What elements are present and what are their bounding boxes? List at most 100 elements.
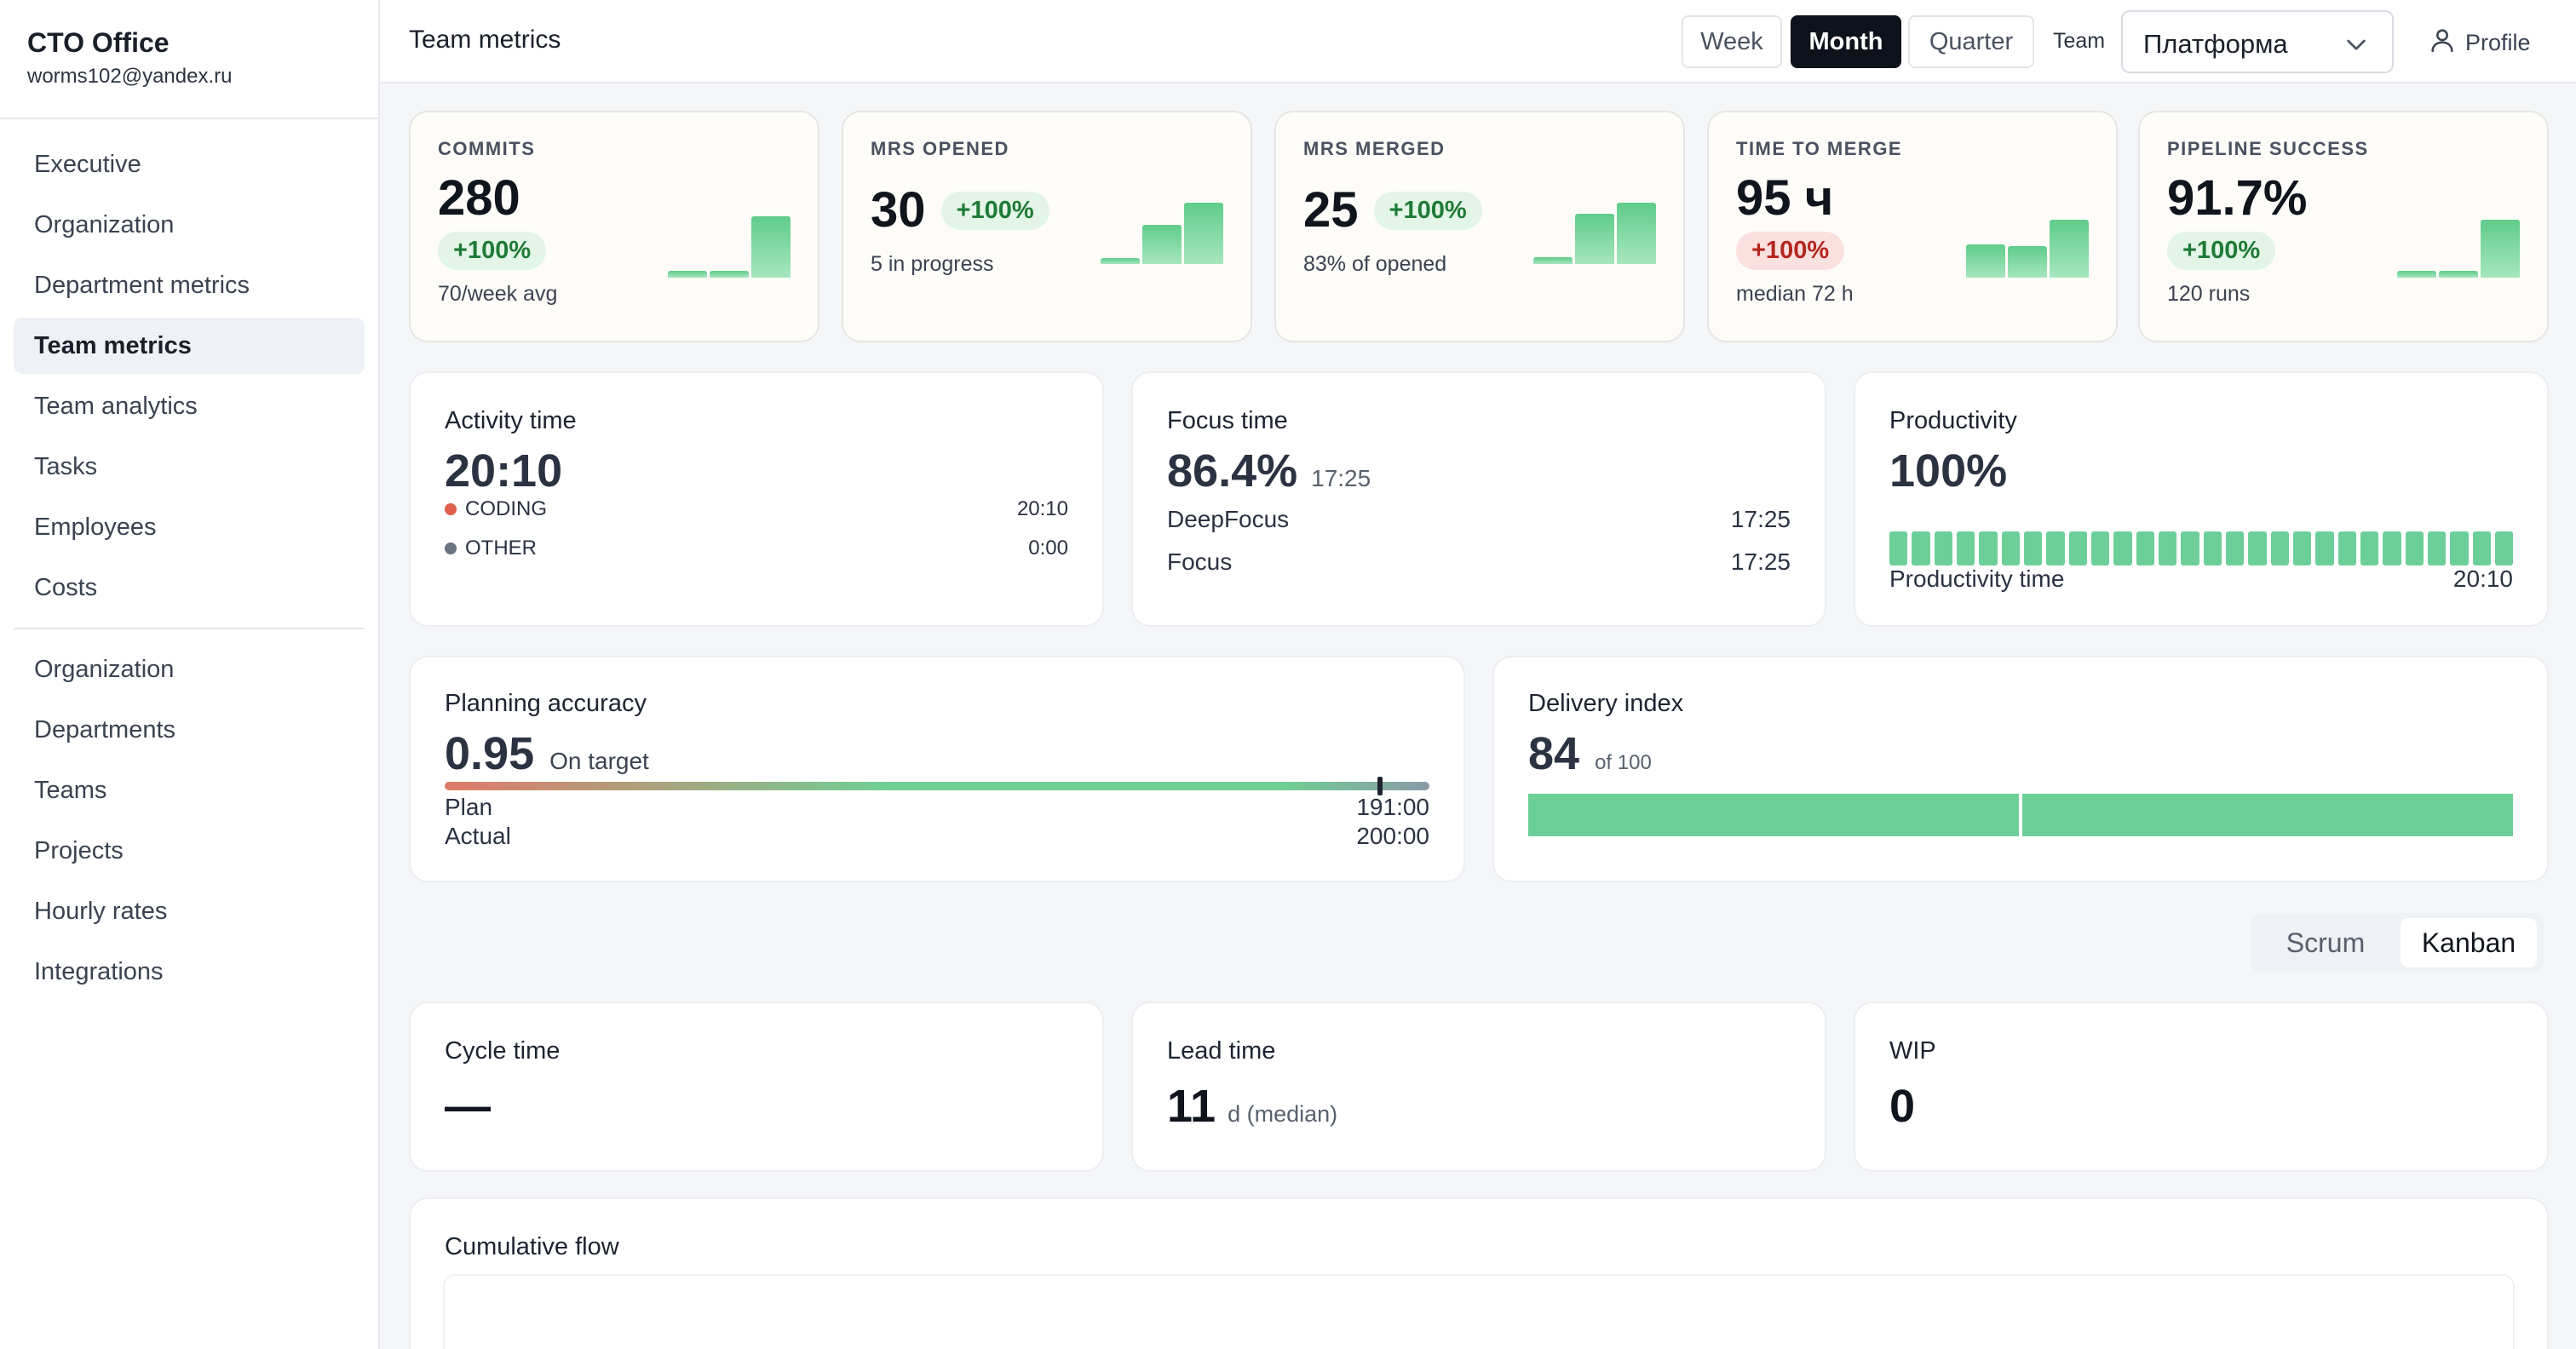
activity-row-value: 20:10 [1016,497,1068,520]
spark-bar [2050,220,2089,278]
planning-accuracy-card: Planning accuracy 0.95 On target Plan 19… [409,656,1465,882]
sidebar-item-hourly-rates[interactable]: Hourly rates [34,897,168,925]
delivery-index-card: Delivery index 84 of 100 [1492,656,2549,882]
focus-row-deepfocus: DeepFocus 17:25 [1167,506,1791,533]
kpi-subtext: 120 runs [2167,282,2251,306]
other-dot-icon [445,542,457,554]
period-month-button[interactable]: Month [1791,15,1901,68]
activity-row-label: OTHER [465,537,537,560]
sidebar-item-projects[interactable]: Projects [34,836,124,864]
sidebar-item-organization[interactable]: Organization [34,210,175,238]
productivity-segment [2494,531,2514,565]
kpi-subtext: 70/week avg [438,282,558,306]
sidebar-item-organization-settings[interactable]: Organization [34,655,175,683]
productivity-segment [2248,531,2267,565]
productivity-time-row: Productivity time 20:10 [1889,565,2513,593]
productivity-segment [1889,531,1908,565]
card-title: Activity time [445,407,577,434]
profile-label: Profile [2465,30,2531,55]
wip-value: 0 [1889,1081,1916,1132]
kpi-card-pipeline-success: PIPELINE SUCCESS 91.7% +100% 120 runs [2138,111,2549,342]
kpi-delta-badge: +100% [438,232,547,270]
team-select-value: Платформа [2143,29,2288,59]
top-header: Team metrics Week Month Quarter Team Пла… [380,0,2576,83]
cumulative-flow-chart-area [443,1274,2515,1349]
card-title: Cycle time [445,1037,561,1065]
productivity-segment [2001,531,2020,565]
productivity-value: 100% [1889,445,2008,497]
sidebar-item-costs[interactable]: Costs [34,573,98,601]
cycle-time-value: — [445,1081,491,1132]
wip-card: WIP 0 [1854,1002,2549,1172]
productivity-card: Productivity 100% Productivity time 20:1… [1854,371,2549,627]
kpi-value: 25 [1303,182,1359,238]
card-title: Planning accuracy [445,690,647,717]
spark-bar [1101,258,1140,264]
kpi-label: TIME TO MERGE [1736,138,1903,159]
kpi-sparkline [1533,203,1656,264]
focus-row-focus: Focus 17:25 [1167,548,1791,576]
focus-row-value: 17:25 [1730,548,1791,575]
productivity-segment [2450,531,2469,565]
cycle-time-card: Cycle time — [409,1002,1104,1172]
sidebar: CTO Office worms102@yandex.ru Executive … [0,0,380,1349]
sidebar-item-executive[interactable]: Executive [34,150,141,178]
productivity-segment [1934,531,1952,565]
focus-row-label: DeepFocus [1167,506,1290,532]
planning-actual-label: Actual [445,823,511,849]
period-quarter-button[interactable]: Quarter [1908,15,2034,68]
period-week-button[interactable]: Week [1682,15,1782,68]
planning-actual-value: 200:00 [1356,823,1429,849]
kpi-delta-badge: +100% [940,191,1049,230]
productivity-segment [2203,531,2222,565]
sidebar-item-team-metrics[interactable]: Team metrics [14,318,365,374]
activity-value: 20:10 [445,445,563,497]
card-title: Lead time [1167,1037,1276,1065]
productivity-segment [2270,531,2289,565]
productivity-segment [2023,531,2043,565]
card-title: WIP [1889,1037,1936,1065]
sidebar-item-team-analytics[interactable]: Team analytics [34,392,198,420]
productivity-segment [2292,531,2312,565]
sidebar-item-departments[interactable]: Departments [34,715,176,743]
spark-bar [751,216,791,278]
productivity-segment [2136,531,2154,565]
planning-value: 0.95 [445,728,535,779]
sidebar-item-employees[interactable]: Employees [34,513,157,541]
productivity-segment [2158,531,2177,565]
delivery-bar-segment [2022,794,2513,836]
page-title: Team metrics [409,26,561,54]
kpi-card-time-to-merge: TIME TO MERGE 95 ч +100% median 72 h [1707,111,2118,342]
productivity-segment [1979,531,1998,565]
spark-bar [1966,244,2005,278]
activity-row-label: CODING [465,497,547,520]
sidebar-nav: Executive Organization Department metric… [0,119,378,1000]
card-title: Delivery index [1528,690,1684,717]
methodology-switch: Scrum Kanban [2251,913,2544,973]
productivity-segment-bar [1889,531,2514,565]
kanban-tab[interactable]: Kanban [2401,918,2537,967]
kpi-subtext: 83% of opened [1303,252,1447,276]
delivery-suffix: of 100 [1595,751,1652,774]
kpi-sparkline [2397,216,2520,278]
lead-time-value: 11 [1167,1081,1216,1132]
productivity-segment [2225,531,2245,565]
kpi-card-commits: COMMITS 280 +100% 70/week avg [409,111,819,342]
sidebar-item-tasks[interactable]: Tasks [34,452,98,480]
spark-bar [2481,220,2520,278]
brand-email: worms102@yandex.ru [27,65,233,88]
productivity-segment [1912,531,1930,565]
productivity-segment [2472,531,2491,565]
planning-marker [1377,777,1383,795]
kpi-delta-badge: +100% [2167,232,2276,270]
spark-bar [1533,257,1573,264]
sidebar-item-department-metrics[interactable]: Department metrics [34,271,250,299]
team-select[interactable]: Платформа [2121,10,2394,73]
productivity-segment [2068,531,2087,565]
spark-bar [1142,225,1182,264]
scrum-tab[interactable]: Scrum [2286,927,2366,958]
cumulative-flow-card: Cumulative flow [409,1197,2549,1349]
sidebar-item-integrations[interactable]: Integrations [34,957,164,985]
profile-button[interactable]: Profile [2428,26,2531,60]
sidebar-item-teams[interactable]: Teams [34,776,107,804]
